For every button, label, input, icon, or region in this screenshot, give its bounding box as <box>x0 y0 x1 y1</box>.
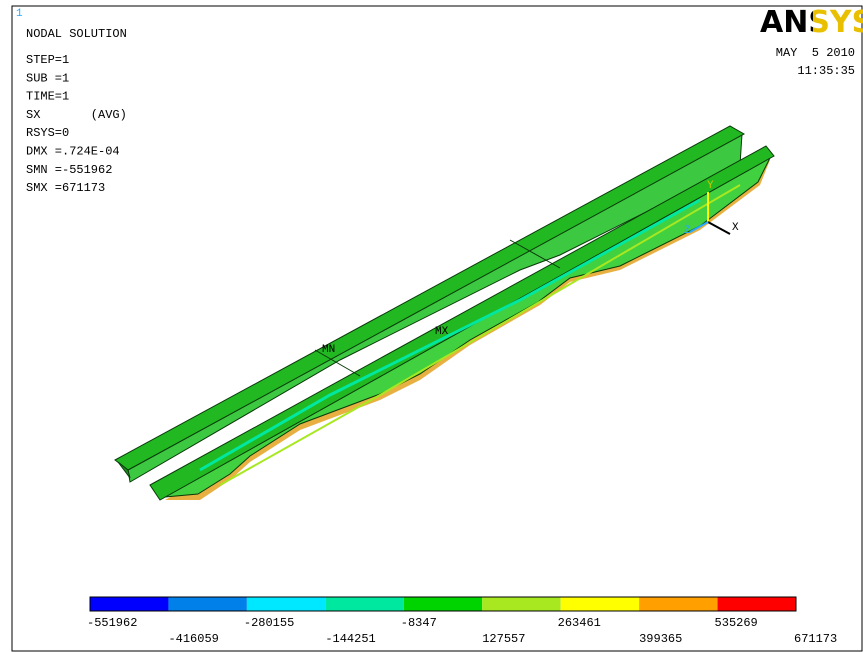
legend-segment <box>247 597 325 611</box>
time: 11:35:35 <box>797 64 855 78</box>
legend-segment <box>639 597 717 611</box>
info-line: SUB =1 <box>26 71 69 85</box>
info-line: STEP=1 <box>26 53 69 67</box>
legend-segment <box>718 597 796 611</box>
legend-label: 671173 <box>794 632 837 646</box>
min-label: MN <box>322 344 335 356</box>
legend-label: 263461 <box>558 616 601 630</box>
legend-segment <box>561 597 639 611</box>
info-line: SX (AVG) <box>26 108 127 122</box>
info-line: DMX =.724E-04 <box>26 145 120 159</box>
info-line: RSYS=0 <box>26 126 69 140</box>
triad-y-label: Y <box>707 180 714 192</box>
triad-z-label: Z <box>684 225 691 237</box>
legend-label: -280155 <box>244 616 294 630</box>
legend-segment <box>168 597 246 611</box>
triad-x-label: X <box>732 222 739 234</box>
legend-segment <box>404 597 482 611</box>
info-line: TIME=1 <box>26 90 69 104</box>
legend-segment <box>325 597 403 611</box>
info-line: SMN =-551962 <box>26 163 112 177</box>
legend-label: 127557 <box>482 632 525 646</box>
legend-label: -416059 <box>168 632 218 646</box>
legend-label: -8347 <box>401 616 437 630</box>
legend-segment <box>90 597 168 611</box>
legend-label: -551962 <box>87 616 137 630</box>
date: MAY 5 2010 <box>776 46 855 60</box>
result-window: 1 NODAL SOLUTION STEP=1 SUB =1 TIME=1 SX (A… <box>0 0 863 652</box>
legend-label: 535269 <box>715 616 758 630</box>
info-line: SMX =671173 <box>26 181 105 195</box>
legend-label: 399365 <box>639 632 682 646</box>
legend-segment <box>482 597 560 611</box>
window-number: 1 <box>16 8 23 20</box>
plot-title: NODAL SOLUTION <box>26 27 127 41</box>
max-label: MX <box>435 326 449 338</box>
legend-label: -144251 <box>325 632 375 646</box>
logo: ANSYS <box>760 5 863 40</box>
